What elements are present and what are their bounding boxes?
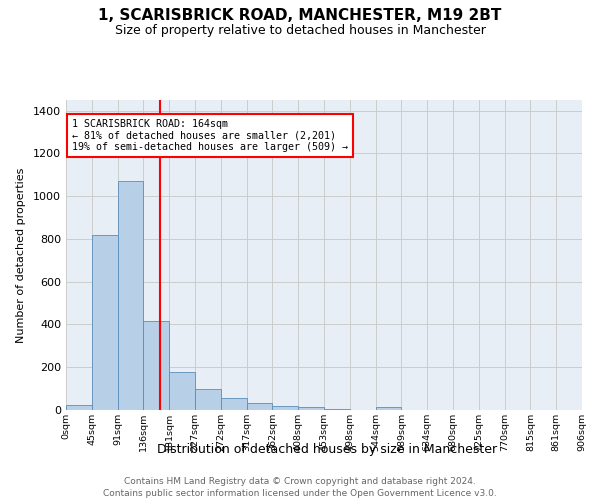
Text: Distribution of detached houses by size in Manchester: Distribution of detached houses by size … [157,442,497,456]
Y-axis label: Number of detached properties: Number of detached properties [16,168,26,342]
Bar [376,408,401,410]
Text: Size of property relative to detached houses in Manchester: Size of property relative to detached ho… [115,24,485,37]
Text: 1 SCARISBRICK ROAD: 164sqm
← 81% of detached houses are smaller (2,201)
19% of s: 1 SCARISBRICK ROAD: 164sqm ← 81% of deta… [73,119,349,152]
Bar [221,398,247,410]
Bar [272,406,298,410]
Bar [169,372,195,410]
Bar [247,402,272,410]
Text: 1, SCARISBRICK ROAD, MANCHESTER, M19 2BT: 1, SCARISBRICK ROAD, MANCHESTER, M19 2BT [98,8,502,22]
Bar [92,234,118,410]
Bar [298,408,324,410]
Bar [195,388,221,410]
Bar [66,404,92,410]
Text: Contains HM Land Registry data © Crown copyright and database right 2024.: Contains HM Land Registry data © Crown c… [124,478,476,486]
Bar [143,322,169,410]
Text: Contains public sector information licensed under the Open Government Licence v3: Contains public sector information licen… [103,489,497,498]
Bar [118,181,143,410]
Bar [324,409,350,410]
